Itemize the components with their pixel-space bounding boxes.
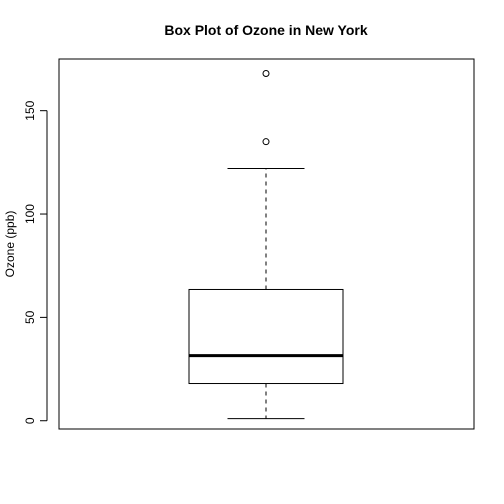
outlier-point	[262, 69, 270, 77]
y-tick-label: 0	[23, 417, 37, 424]
y-tick-label: 100	[23, 204, 37, 224]
y-tick-label: 50	[23, 310, 37, 324]
chart-title: Box Plot of Ozone in New York	[164, 22, 367, 38]
plot-frame	[58, 58, 475, 430]
box-plot	[188, 69, 344, 420]
iqr-box	[188, 288, 344, 385]
outlier-point	[262, 138, 270, 146]
y-axis: 0 50 100 150	[23, 100, 48, 424]
y-axis-label: Ozone (ppb)	[3, 211, 17, 278]
y-tick-label: 150	[23, 100, 37, 120]
